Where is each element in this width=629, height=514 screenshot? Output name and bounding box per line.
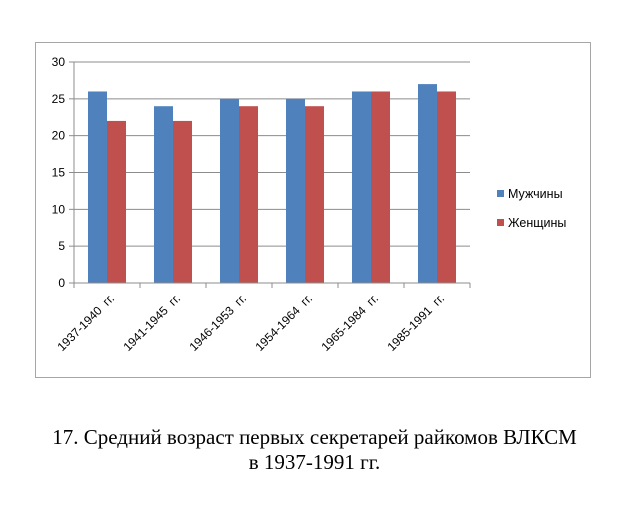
y-tick-label: 25 [52,92,66,106]
x-tick-label: 1965-1984 гг. [318,291,381,354]
caption-line-1: 17. Средний возраст первых секретарей ра… [52,425,577,449]
y-tick-label: 15 [52,166,66,180]
bar-female [437,91,456,283]
y-tick-label: 0 [58,276,65,290]
bar-female [239,106,258,283]
x-tick-label: 1954-1964 гг. [252,291,315,354]
caption-line-2: в 1937-1991 гг. [248,450,381,474]
bar-female [173,120,192,283]
y-tick-label: 10 [52,202,66,216]
bar-male [418,84,437,283]
figure-caption: 17. Средний возраст первых секретарей ра… [0,425,629,475]
legend-swatch [497,219,504,226]
legend-label: Женщины [508,216,566,230]
x-tick-label: 1985-1991 гг. [384,291,447,354]
x-tick-label: 1946-1953 гг. [186,291,249,354]
y-tick-label: 20 [52,129,66,143]
bar-female [371,91,390,283]
x-tick-label: 1941-1945 гг. [120,291,183,354]
bar-male [286,98,305,283]
x-tick-label: 1937-1940 гг. [54,291,117,354]
bar-female [107,120,126,283]
y-tick-label: 5 [58,239,65,253]
bar-male [154,106,173,283]
bar-male [220,98,239,283]
legend-swatch [497,190,504,197]
bar-female [305,106,324,283]
y-tick-label: 30 [52,55,66,69]
bar-male [88,91,107,283]
legend-label: Мужчины [508,187,563,201]
bar-male [352,91,371,283]
